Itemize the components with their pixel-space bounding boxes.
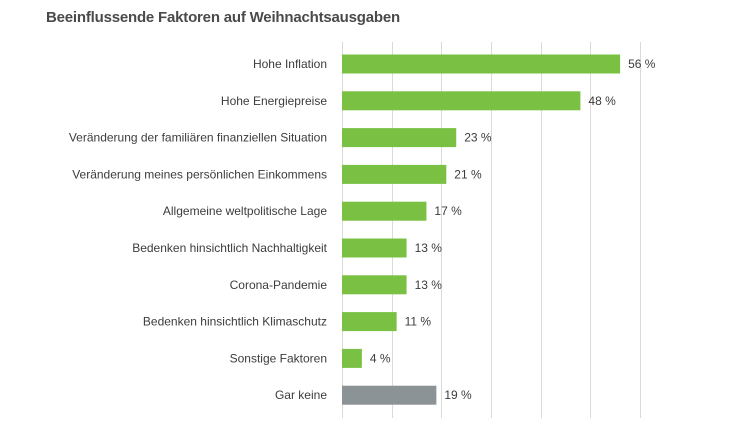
- category-label: Bedenken hinsichtlich Klimaschutz: [143, 315, 327, 329]
- bar: [342, 128, 457, 148]
- bar: [342, 91, 581, 111]
- bar: [342, 275, 407, 295]
- bar: [342, 164, 447, 184]
- value-labels: 56 % 48 % 23 % 21 % 17 % 13 % 13 % 11 % 4 % 19 %: [370, 57, 656, 402]
- category-label: Gar keine: [275, 388, 327, 402]
- category-labels: Hohe Inflation Hohe Energiepreise Veränder…: [69, 57, 328, 402]
- bar: [342, 201, 427, 221]
- category-label: Sonstige Faktoren: [230, 351, 327, 365]
- value-label: 48 %: [588, 94, 616, 108]
- bar: [342, 348, 362, 368]
- bar: [342, 238, 407, 258]
- category-label: Bedenken hinsichtlich Nachhaltigkeit: [132, 241, 327, 255]
- bar: [342, 312, 397, 332]
- value-label: 13 %: [415, 278, 443, 292]
- value-label: 13 %: [415, 241, 443, 255]
- category-label: Corona-Pandemie: [230, 278, 328, 292]
- value-label: 17 %: [434, 204, 462, 218]
- category-label: Hohe Energiepreise: [221, 94, 327, 108]
- category-label: Hohe Inflation: [253, 57, 327, 71]
- category-label: Veränderung meines persönlichen Einkomme…: [72, 167, 327, 181]
- chart-title: Beeinflussende Faktoren auf Weihnachtsau…: [46, 9, 400, 26]
- value-label: 21 %: [454, 167, 482, 181]
- category-label: Allgemeine weltpolitische Lage: [163, 204, 327, 218]
- value-label: 4 %: [370, 351, 391, 365]
- value-label: 23 %: [464, 131, 492, 145]
- bars: [342, 54, 621, 405]
- value-label: 11 %: [405, 315, 432, 329]
- bar: [342, 385, 437, 405]
- value-label: 19 %: [444, 388, 472, 402]
- value-label: 56 %: [628, 57, 656, 71]
- category-label: Veränderung der familiären finanziellen …: [69, 131, 327, 145]
- bar: [342, 54, 621, 74]
